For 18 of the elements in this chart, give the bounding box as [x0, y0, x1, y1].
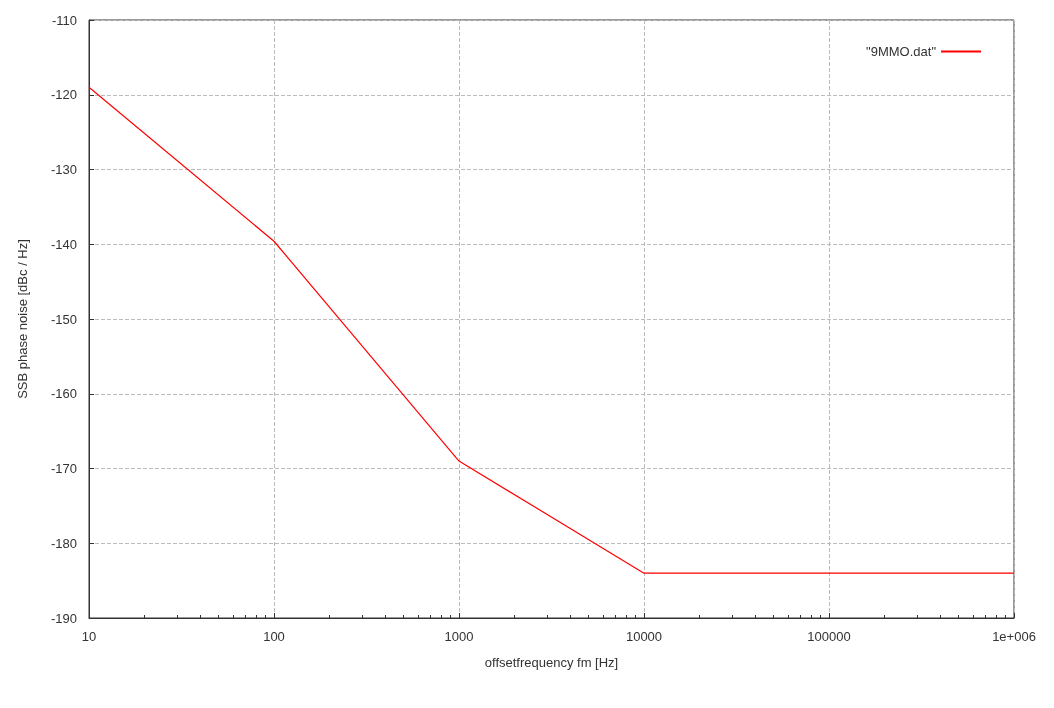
x-tick-label: 1e+006	[992, 629, 1036, 644]
y-tick-label: -130	[50, 162, 77, 177]
x-tick-label: 1000	[444, 629, 474, 644]
y-tick-label: -120	[50, 87, 77, 103]
x-tick-label: 100000	[807, 629, 851, 644]
y-tick-label: -180	[50, 535, 77, 551]
y-axis-title: SSB phase noise [dBc / Hz]	[15, 239, 30, 399]
y-tick-label: -160	[50, 386, 77, 402]
legend-label: "9MMO.dat"	[866, 44, 937, 59]
y-tick-label: -190	[50, 610, 77, 626]
y-tick-label: -170	[50, 461, 77, 476]
x-axis-title: offsetfrequency fm [Hz]	[484, 655, 619, 670]
y-tick-label: -150	[50, 311, 77, 327]
y-tick-label: -110	[51, 12, 77, 28]
y-tick-label: -140	[50, 236, 77, 252]
x-tick-label: 10000	[625, 629, 663, 644]
x-tick-label: 10	[81, 629, 97, 644]
x-tick-label: 100	[263, 629, 285, 644]
